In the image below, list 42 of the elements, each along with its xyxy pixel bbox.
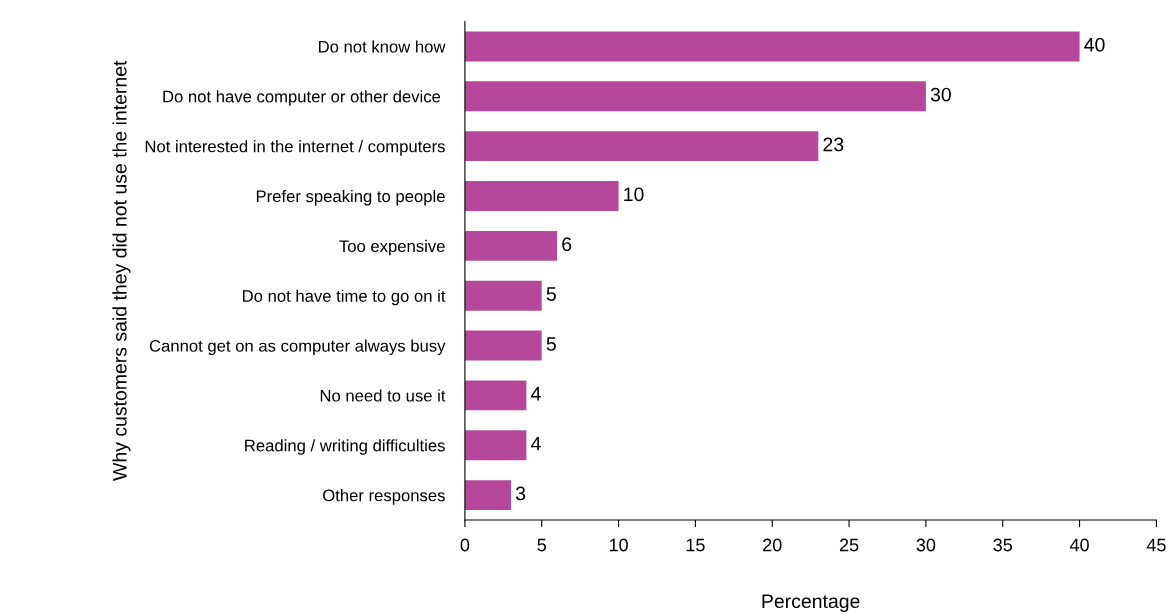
bar <box>464 81 926 112</box>
x-tick-label: 15 <box>686 538 705 552</box>
x-tick-label: 40 <box>1069 538 1089 552</box>
x-axis-title: Percentage <box>762 594 860 612</box>
data-label: 3 <box>515 486 526 501</box>
y-tick-label: Prefer speaking to people <box>256 189 445 206</box>
y-tick-label: Do not have computer or other device <box>163 90 441 106</box>
bar <box>464 330 542 361</box>
data-label: 30 <box>930 87 951 102</box>
data-label: 5 <box>546 287 556 301</box>
x-tick-label: 0 <box>460 538 470 552</box>
y-axis-title: Why customers said they did not use the internet <box>112 60 131 481</box>
y-tick-label: Reading / writing difficulties <box>245 439 445 455</box>
data-label: 40 <box>1084 37 1105 52</box>
x-tick-label: 5 <box>537 538 546 552</box>
y-tick-label: Other responses <box>323 489 445 505</box>
bar <box>464 31 1080 62</box>
data-label: 5 <box>546 337 556 351</box>
bar <box>464 280 542 311</box>
bar <box>464 230 558 261</box>
x-tick-label: 30 <box>916 538 936 552</box>
y-tick-label: Cannot get on as computer always busy <box>149 339 446 356</box>
y-tick-label: Do not have time to go on it <box>243 289 446 306</box>
bar <box>464 430 527 461</box>
x-tick-label: 20 <box>763 538 782 552</box>
y-tick-label: No need to use it <box>320 389 446 402</box>
bar <box>464 131 819 162</box>
data-label: 23 <box>823 137 844 152</box>
bar <box>464 480 511 511</box>
y-tick-label: Do not know how <box>318 40 446 53</box>
bar <box>464 380 527 411</box>
y-tick-label: Not interested in the internet / computers <box>145 140 445 156</box>
data-label: 4 <box>530 387 541 401</box>
x-tick-label: 35 <box>993 538 1013 552</box>
x-tick-label: 45 <box>1146 538 1166 552</box>
data-label: 4 <box>530 436 541 451</box>
x-tick-label: 10 <box>609 538 628 552</box>
y-tick-label: Too expensive <box>339 239 445 256</box>
data-label: 10 <box>624 187 644 202</box>
bar <box>464 181 619 211</box>
data-label: 6 <box>562 237 572 252</box>
x-tick-label: 25 <box>839 538 859 552</box>
